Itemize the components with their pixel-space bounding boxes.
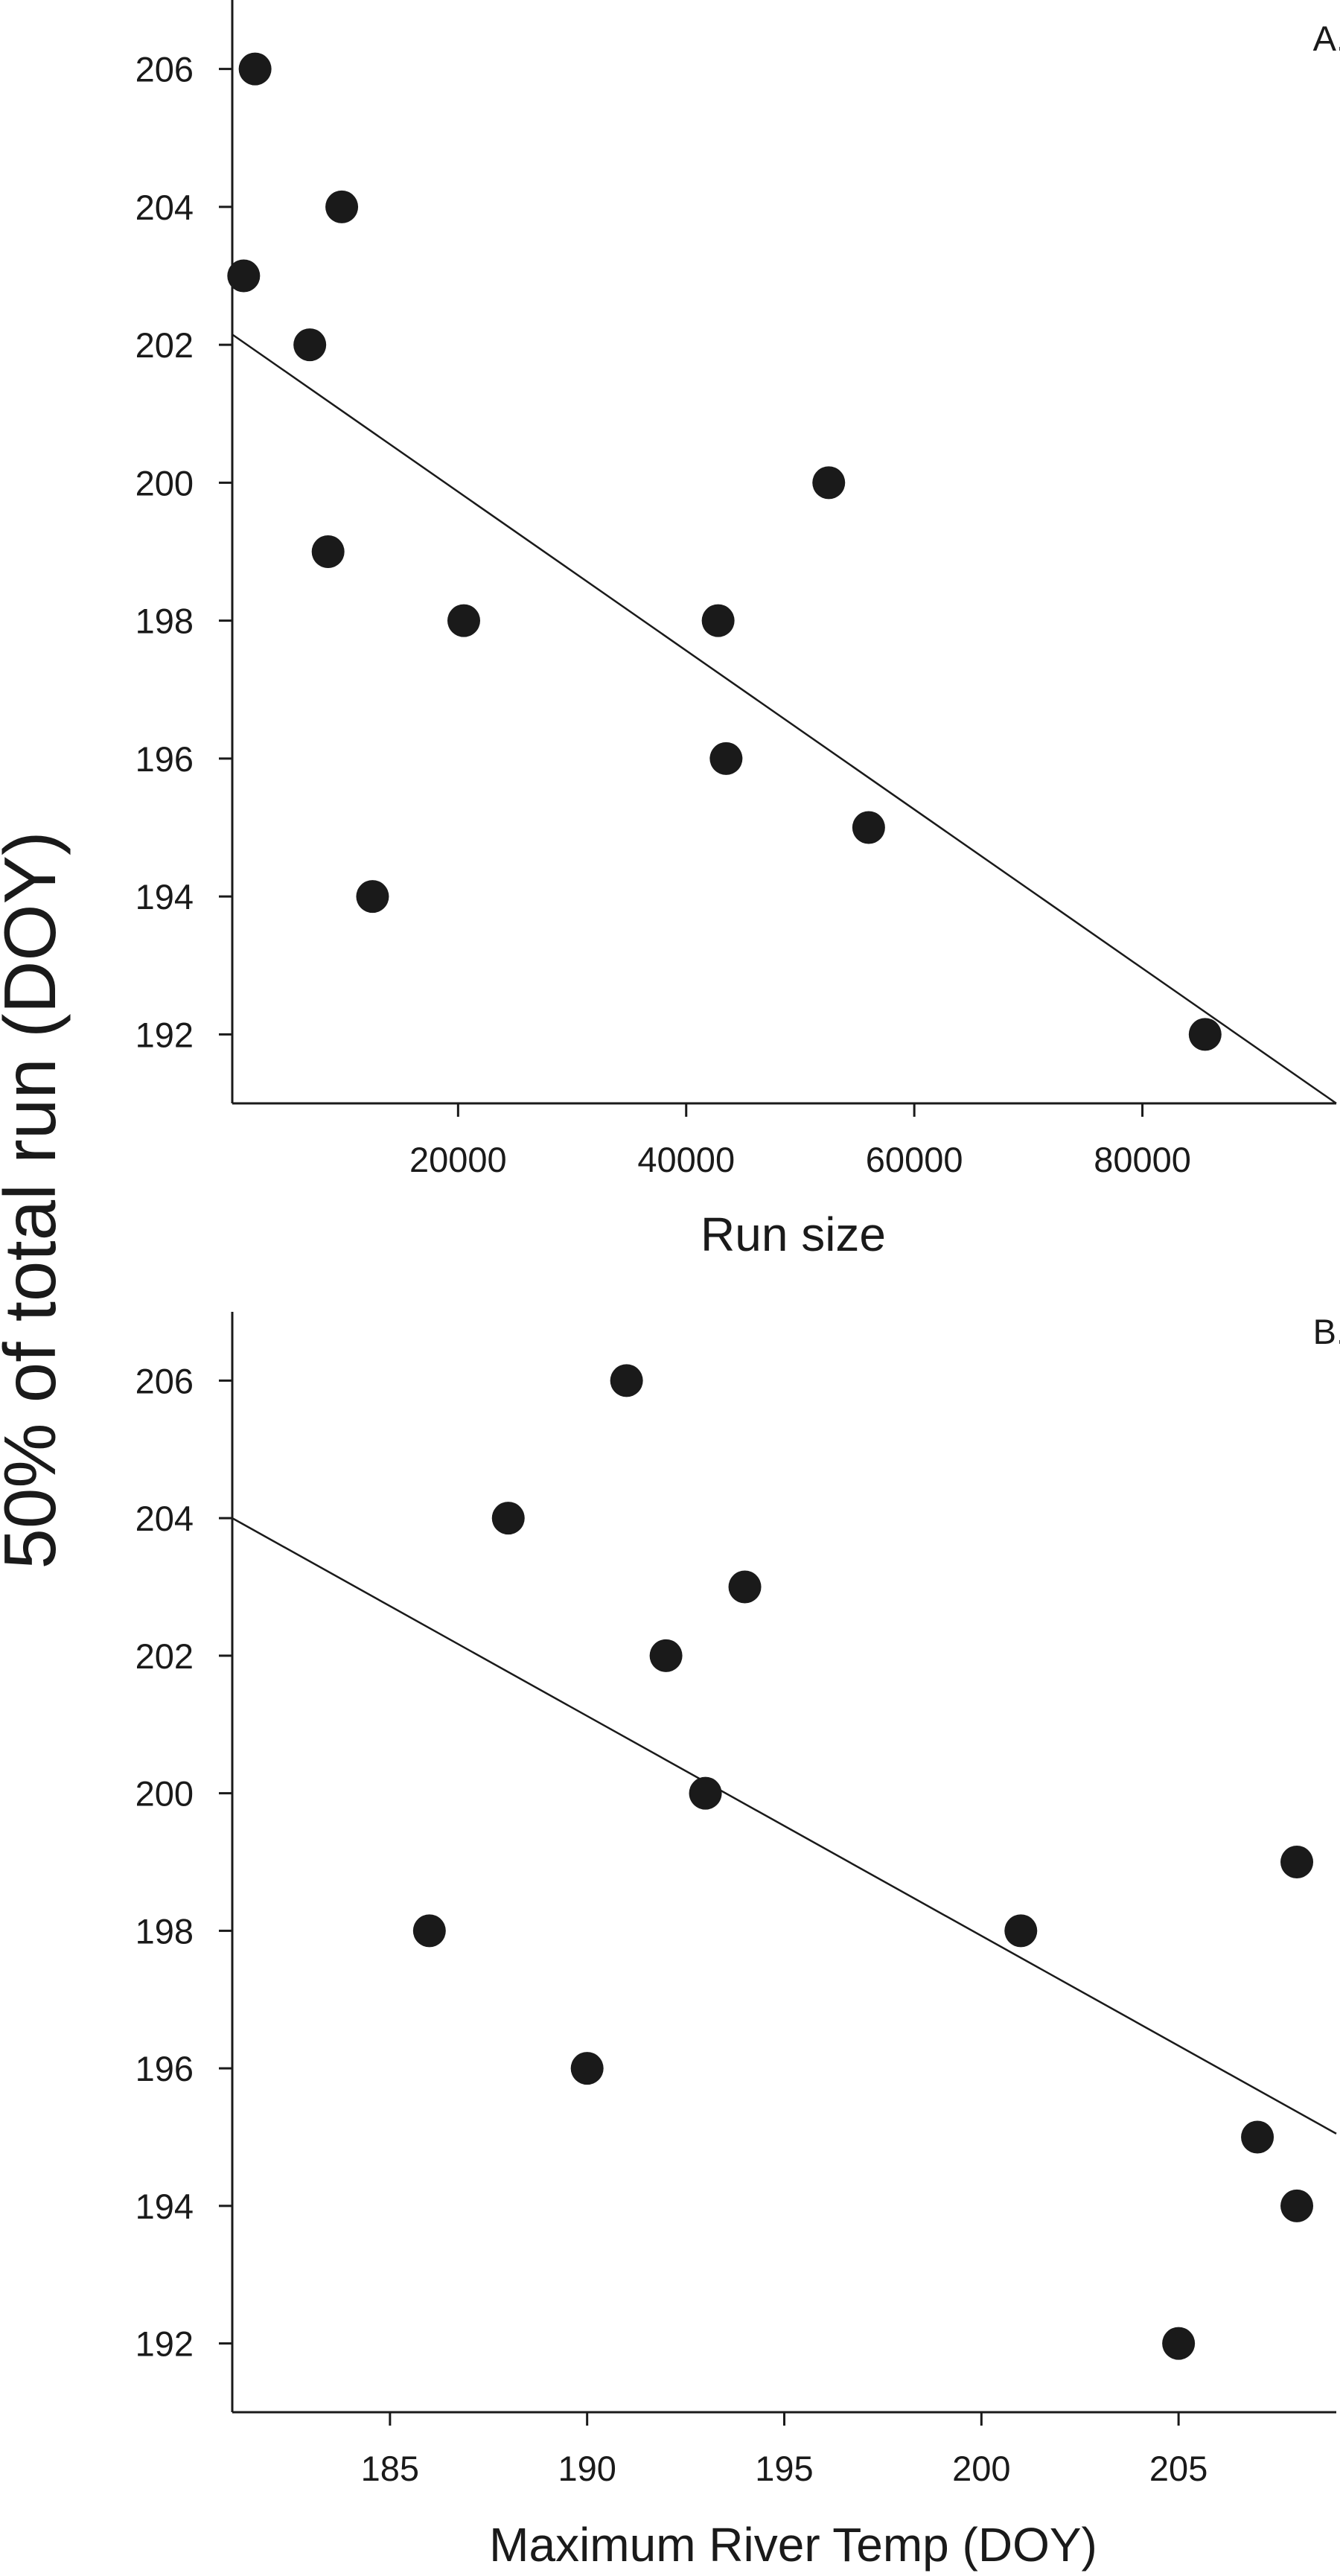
y-tick-label: 200 (135, 463, 194, 503)
x-axis-title: Maximum River Temp (DOY) (489, 2518, 1097, 2572)
x-tick-label: 185 (361, 2449, 419, 2488)
panel-label: B. (1313, 1312, 1340, 1351)
panel-label: A. (1313, 19, 1340, 58)
data-point (701, 604, 735, 637)
y-tick-label: 192 (135, 1015, 194, 1054)
y-tick-label: 196 (135, 739, 194, 779)
data-point (1162, 2327, 1196, 2360)
y-tick-label: 192 (135, 2324, 194, 2364)
x-tick-label: 80000 (1094, 1140, 1191, 1179)
data-point (812, 466, 846, 500)
panel-a-run-size: 192 194 196 198 200 202 204 206 20000 40000 60000 8… (135, 0, 1340, 1261)
x-tick-label: 205 (1149, 2449, 1207, 2488)
data-point (325, 190, 359, 223)
y-tick-label: 194 (135, 877, 194, 916)
y-tick-label: 202 (135, 325, 194, 365)
y-tick-label: 202 (135, 1636, 194, 1676)
y-tick-label: 194 (135, 2187, 194, 2226)
y-tick-label: 198 (135, 1911, 194, 1951)
regression-line (232, 334, 1337, 1105)
y-tick-label: 204 (135, 188, 194, 227)
x-tick-label: 195 (755, 2449, 813, 2488)
data-point (709, 742, 743, 775)
data-point (1241, 2120, 1274, 2154)
y-tick-label: 200 (135, 1774, 194, 1814)
data-point (412, 1914, 446, 1948)
data-point (610, 1364, 643, 1397)
data-point (293, 328, 327, 362)
data-point (238, 52, 272, 86)
data-point (570, 2052, 604, 2085)
x-tick-label: 20000 (409, 1140, 507, 1179)
data-point (1004, 1914, 1038, 1948)
regression-line (232, 1517, 1337, 2135)
data-point (852, 811, 885, 844)
data-point (1280, 1846, 1314, 1878)
y-tick-label: 196 (135, 2049, 194, 2088)
panel-b-maximum-river-temp: 192 194 196 198 200 202 204 206 185 190 195 200 205 M… (135, 1312, 1340, 2572)
data-point (689, 1776, 722, 1810)
data-point (649, 1639, 683, 1672)
y-tick-label: 198 (135, 602, 194, 641)
data-point (227, 259, 261, 293)
x-tick-label: 200 (952, 2449, 1010, 2488)
x-axis-title: Run size (701, 1208, 886, 1261)
x-tick-label: 40000 (637, 1140, 735, 1179)
data-point (356, 880, 389, 914)
y-tick-label: 206 (135, 1361, 194, 1400)
x-tick-label: 190 (558, 2449, 616, 2488)
data-point (1188, 1018, 1222, 1051)
y-tick-label: 204 (135, 1499, 194, 1538)
data-point (1280, 2189, 1314, 2222)
x-tick-label: 60000 (866, 1140, 963, 1179)
data-point (491, 1502, 525, 1535)
y-tick-label: 206 (135, 50, 194, 89)
shared-y-axis-title: 50% of total run (DOY) (0, 831, 71, 1569)
data-point (447, 604, 481, 637)
data-point (311, 535, 345, 568)
data-point (728, 1570, 762, 1604)
